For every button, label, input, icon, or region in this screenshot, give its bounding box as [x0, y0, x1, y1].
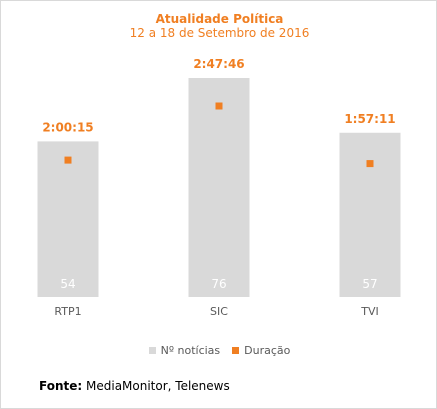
bar-value-label: 76	[211, 277, 226, 291]
legend-label-duration: Duração	[244, 344, 291, 357]
bar-sic	[188, 78, 250, 297]
duration-label: 1:57:11	[344, 112, 395, 126]
source-text: MediaMonitor, Telenews	[86, 379, 230, 393]
x-tick-label: TVI	[360, 305, 379, 318]
duration-marker-tvi	[366, 160, 374, 168]
chart-title: Atualidade Política	[155, 12, 284, 26]
legend-swatch-count	[148, 347, 156, 354]
chart-legend: Nº notícias Duração	[1, 344, 437, 357]
duration-marker-rtp1	[64, 156, 72, 164]
legend-swatch-duration	[232, 347, 240, 354]
bar-rtp1	[37, 141, 99, 297]
bar-value-label: 57	[362, 277, 377, 291]
source-note: Fonte: MediaMonitor, Telenews	[39, 379, 230, 393]
x-tick-label: SIC	[210, 305, 228, 318]
legend-label-count: Nº notícias	[160, 344, 221, 357]
chart-subtitle: 12 a 18 de Setembro de 2016	[129, 26, 310, 40]
legend-item-duration: Duração	[232, 344, 290, 357]
legend-item-count: Nº notícias	[148, 344, 221, 357]
bar-tvi	[339, 132, 401, 297]
bar-value-label: 54	[60, 277, 75, 291]
duration-label: 2:47:46	[193, 57, 244, 71]
chart-plot: 54 2:00:15 RTP1 76 2:47:46 SIC 57 1:57:11 TVI	[37, 57, 401, 318]
duration-label: 2:00:15	[42, 120, 93, 134]
x-tick-label: RTP1	[54, 305, 81, 318]
source-label: Fonte:	[39, 379, 83, 393]
duration-marker-sic	[215, 102, 223, 110]
